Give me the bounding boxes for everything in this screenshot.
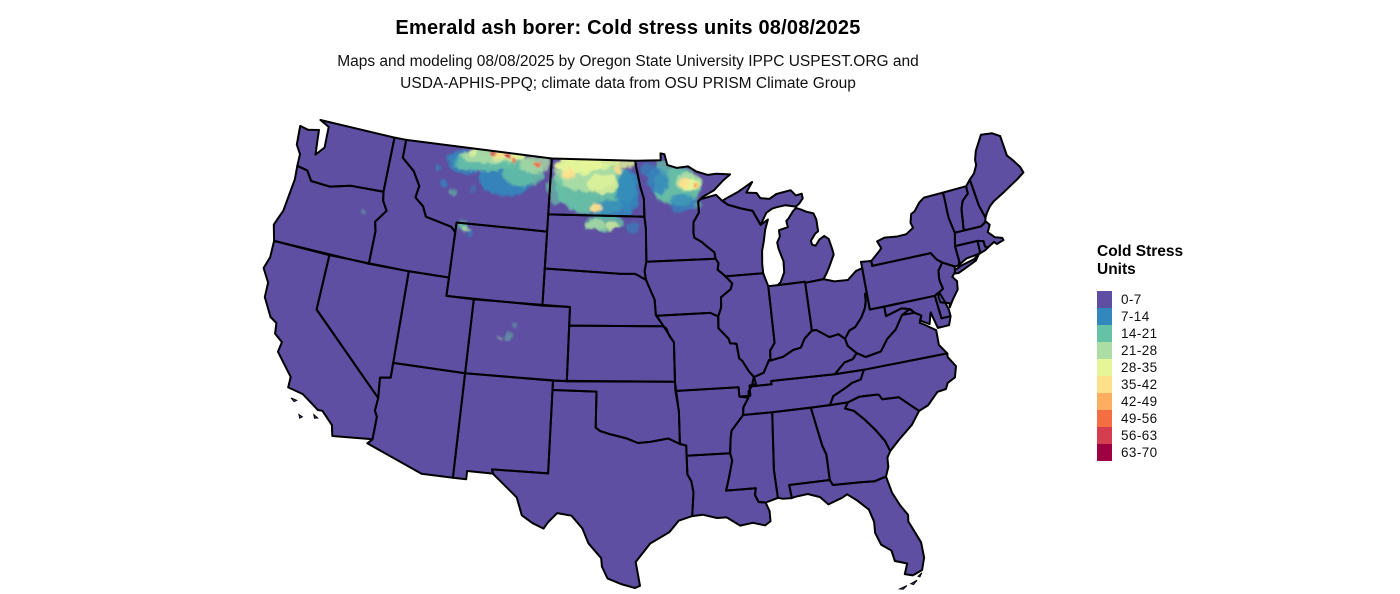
state-ca	[263, 240, 379, 440]
legend-label: 14-21	[1121, 326, 1158, 341]
legend-label: 28-35	[1121, 360, 1158, 375]
state-in	[768, 281, 812, 361]
state-ne	[542, 268, 664, 327]
state-mi	[777, 207, 834, 286]
legend-entry: 7-14	[1097, 308, 1183, 325]
state-il-outline	[717, 272, 776, 379]
state-mi-outline	[776, 206, 835, 287]
legend-swatch	[1097, 359, 1112, 376]
legend-label: 63-70	[1121, 445, 1158, 460]
island	[917, 572, 923, 578]
header: Emerald ash borer: Cold stress units 08/…	[0, 17, 1256, 95]
legend-label: 7-14	[1121, 309, 1150, 324]
state-tx-outline	[491, 389, 695, 589]
state-ky	[751, 330, 857, 387]
state-pa	[861, 253, 944, 310]
state-ny	[871, 192, 961, 267]
state-ut	[393, 271, 474, 374]
legend-entry: 63-70	[1097, 444, 1183, 461]
map-subtitle: Maps and modeling 08/08/2025 by Oregon S…	[0, 51, 1256, 95]
state-la	[686, 453, 771, 526]
legend-entry: 14-21	[1097, 325, 1183, 342]
state-az	[367, 362, 466, 478]
state-wy	[446, 222, 548, 306]
legend-entry: 49-56	[1097, 410, 1183, 427]
state-ms	[726, 412, 778, 503]
map-title: Emerald ash borer: Cold stress units 08/…	[395, 17, 861, 39]
state-miup-outline	[721, 181, 804, 226]
state-wv	[845, 292, 915, 357]
legend-entries: 0-7 7-14 14-21 21-28 28-35 35-42 42-49 49-56 56-…	[1097, 291, 1183, 461]
legend-title: Cold Stress Units	[1097, 243, 1183, 279]
state-me-outline	[968, 132, 1025, 219]
island	[909, 579, 918, 586]
state-vt	[942, 186, 968, 233]
state-il	[718, 273, 775, 378]
legend-label: 49-56	[1121, 411, 1158, 426]
legend-swatch	[1097, 427, 1112, 444]
legend-entry: 42-49	[1097, 393, 1183, 410]
state-ma	[954, 221, 1004, 248]
state-oh-outline	[804, 267, 868, 340]
state-or	[273, 165, 387, 264]
state-li-outline	[953, 252, 980, 275]
state-nv	[316, 255, 409, 399]
state-ct	[955, 240, 981, 266]
state-co	[465, 299, 570, 382]
state-ia	[644, 258, 733, 317]
legend-swatch	[1097, 342, 1112, 359]
map-subtitle-line1: Maps and modeling 08/08/2025 by Oregon S…	[337, 53, 919, 70]
state-ga	[810, 402, 891, 485]
state-borders	[262, 119, 1025, 589]
legend-swatch	[1097, 410, 1112, 427]
state-nc	[829, 353, 956, 411]
legend-entry: 21-28	[1097, 342, 1183, 359]
state-sd	[544, 214, 647, 280]
legend-label: 0-7	[1121, 292, 1142, 307]
legend-entry: 0-7	[1097, 291, 1183, 308]
legend: Cold Stress Units 0-7 7-14 14-21 21-28 28-35 3…	[1097, 243, 1183, 461]
state-wi	[693, 194, 768, 277]
legend-label: 35-42	[1121, 377, 1158, 392]
legend-title-line2: Units	[1097, 261, 1136, 278]
legend-swatch	[1097, 444, 1112, 461]
legend-swatch	[1097, 291, 1112, 308]
legend-swatch	[1097, 393, 1112, 410]
legend-label: 56-63	[1121, 428, 1158, 443]
legend-title-line1: Cold Stress	[1097, 243, 1184, 260]
state-wi-outline	[692, 193, 769, 278]
legend-entry: 28-35	[1097, 359, 1183, 376]
state-ok	[552, 380, 680, 444]
island	[313, 413, 319, 419]
legend-entry: 35-42	[1097, 376, 1183, 393]
state-oh	[805, 268, 867, 339]
state-fl	[789, 476, 925, 576]
legend-label: 42-49	[1121, 394, 1158, 409]
state-wa	[296, 120, 395, 192]
island	[298, 413, 304, 419]
state-fl-outline	[788, 475, 926, 577]
legend-entry: 56-63	[1097, 427, 1183, 444]
state-tx	[492, 390, 694, 588]
legend-swatch	[1097, 376, 1112, 393]
state-mo	[656, 312, 756, 397]
state-ks	[566, 325, 675, 382]
state-nm	[452, 373, 553, 480]
legend-label: 21-28	[1121, 343, 1158, 358]
island	[897, 585, 908, 590]
map-subtitle-line2: USDA-APHIS-PPQ; climate data from OSU PR…	[400, 75, 856, 92]
legend-swatch	[1097, 308, 1112, 325]
legend-swatch	[1097, 325, 1112, 342]
state-ct-outline	[954, 239, 982, 267]
state-me	[969, 133, 1024, 218]
state-al	[772, 407, 830, 499]
state-id	[368, 137, 456, 278]
island	[290, 397, 298, 403]
